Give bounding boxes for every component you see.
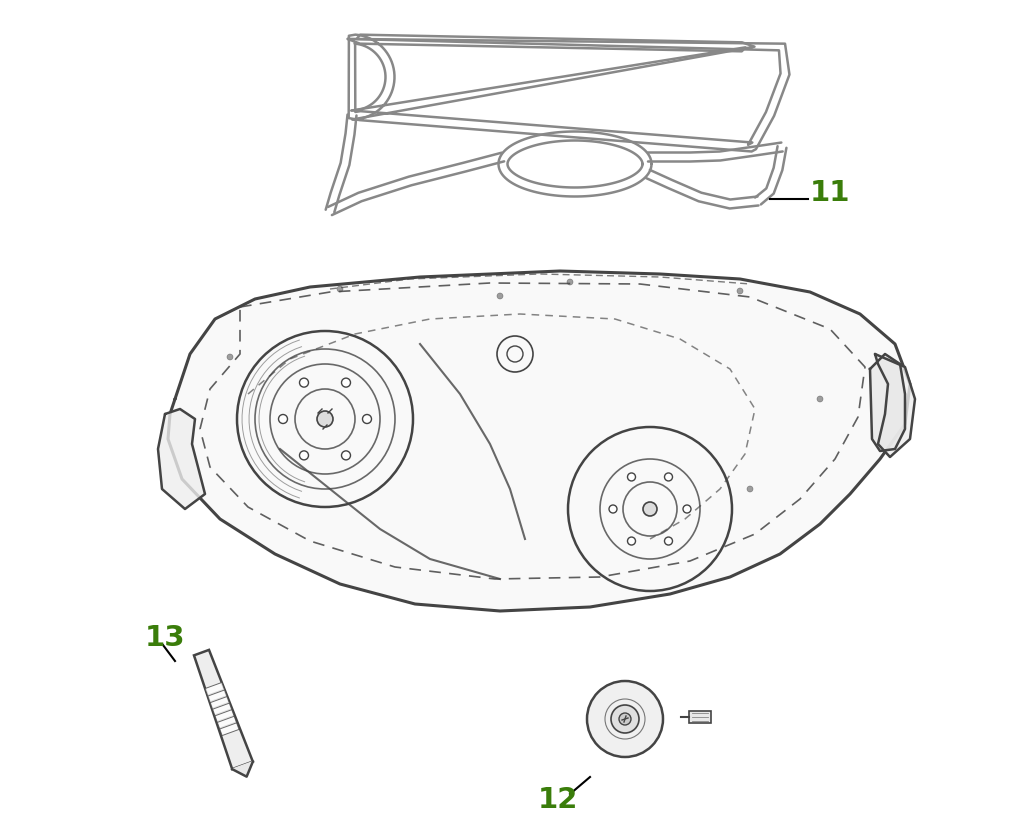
Polygon shape [232,762,253,777]
Circle shape [342,379,350,388]
Polygon shape [217,715,236,729]
Circle shape [683,505,691,514]
Circle shape [337,287,343,293]
Circle shape [299,379,309,388]
Circle shape [227,355,233,361]
Circle shape [628,538,635,545]
Circle shape [747,486,753,492]
Text: 12: 12 [538,785,578,813]
Polygon shape [194,650,253,769]
Circle shape [587,681,663,757]
Bar [689,711,711,723]
Polygon shape [214,709,234,723]
Circle shape [279,415,288,424]
Circle shape [299,452,309,461]
Polygon shape [209,696,229,710]
Circle shape [609,505,617,514]
Circle shape [737,289,743,294]
Circle shape [618,713,631,725]
Circle shape [611,705,639,733]
Polygon shape [205,682,225,696]
Circle shape [643,502,657,516]
Circle shape [664,473,672,481]
Polygon shape [870,355,905,452]
Polygon shape [207,689,227,703]
Polygon shape [168,272,910,611]
Text: 11: 11 [810,179,851,207]
Circle shape [342,452,350,461]
Polygon shape [875,355,915,457]
Text: 13: 13 [145,624,185,651]
Circle shape [628,473,635,481]
Circle shape [567,280,573,285]
Polygon shape [212,702,232,716]
Circle shape [664,538,672,545]
Circle shape [363,415,372,424]
Circle shape [817,396,823,403]
Polygon shape [159,409,205,509]
Circle shape [317,412,333,428]
Circle shape [497,294,503,299]
Polygon shape [220,722,239,736]
